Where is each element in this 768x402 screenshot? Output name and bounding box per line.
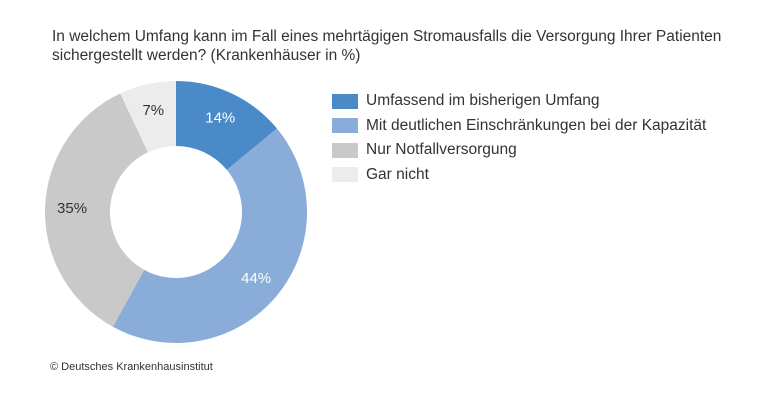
- donut-slice: [120, 81, 176, 153]
- legend-label: Mit deutlichen Einschränkungen bei der K…: [366, 116, 707, 134]
- slice-value-label: 14%: [205, 109, 235, 126]
- donut-slice: [176, 81, 277, 170]
- slice-value-label: 35%: [57, 200, 87, 217]
- legend-swatch: [332, 118, 358, 134]
- legend-item-notfallversorgung: Nur Notfallversorgung: [332, 138, 706, 163]
- donut-slice: [45, 93, 148, 327]
- legend-label: Gar nicht: [366, 165, 429, 183]
- slice-value-label: 44%: [241, 270, 271, 287]
- legend-swatch: [332, 142, 358, 158]
- legend-swatch: [332, 93, 358, 109]
- source-credit: © Deutsches Krankenhausinstitut: [50, 361, 213, 373]
- donut-slice: [112, 128, 307, 343]
- legend-label: Nur Notfallversorgung: [366, 141, 517, 159]
- chart-legend: Umfassend im bisherigen Umfang Mit deutl…: [332, 89, 706, 187]
- legend-item-umfassend: Umfassend im bisherigen Umfang: [332, 89, 706, 114]
- legend-swatch: [332, 167, 358, 183]
- legend-label: Umfassend im bisherigen Umfang: [366, 92, 600, 110]
- legend-item-einschraenkungen: Mit deutlichen Einschränkungen bei der K…: [332, 114, 706, 139]
- legend-item-gar-nicht: Gar nicht: [332, 163, 706, 188]
- chart-title: In welchem Umfang kann im Fall eines meh…: [52, 28, 722, 64]
- slice-value-label: 7%: [142, 102, 164, 119]
